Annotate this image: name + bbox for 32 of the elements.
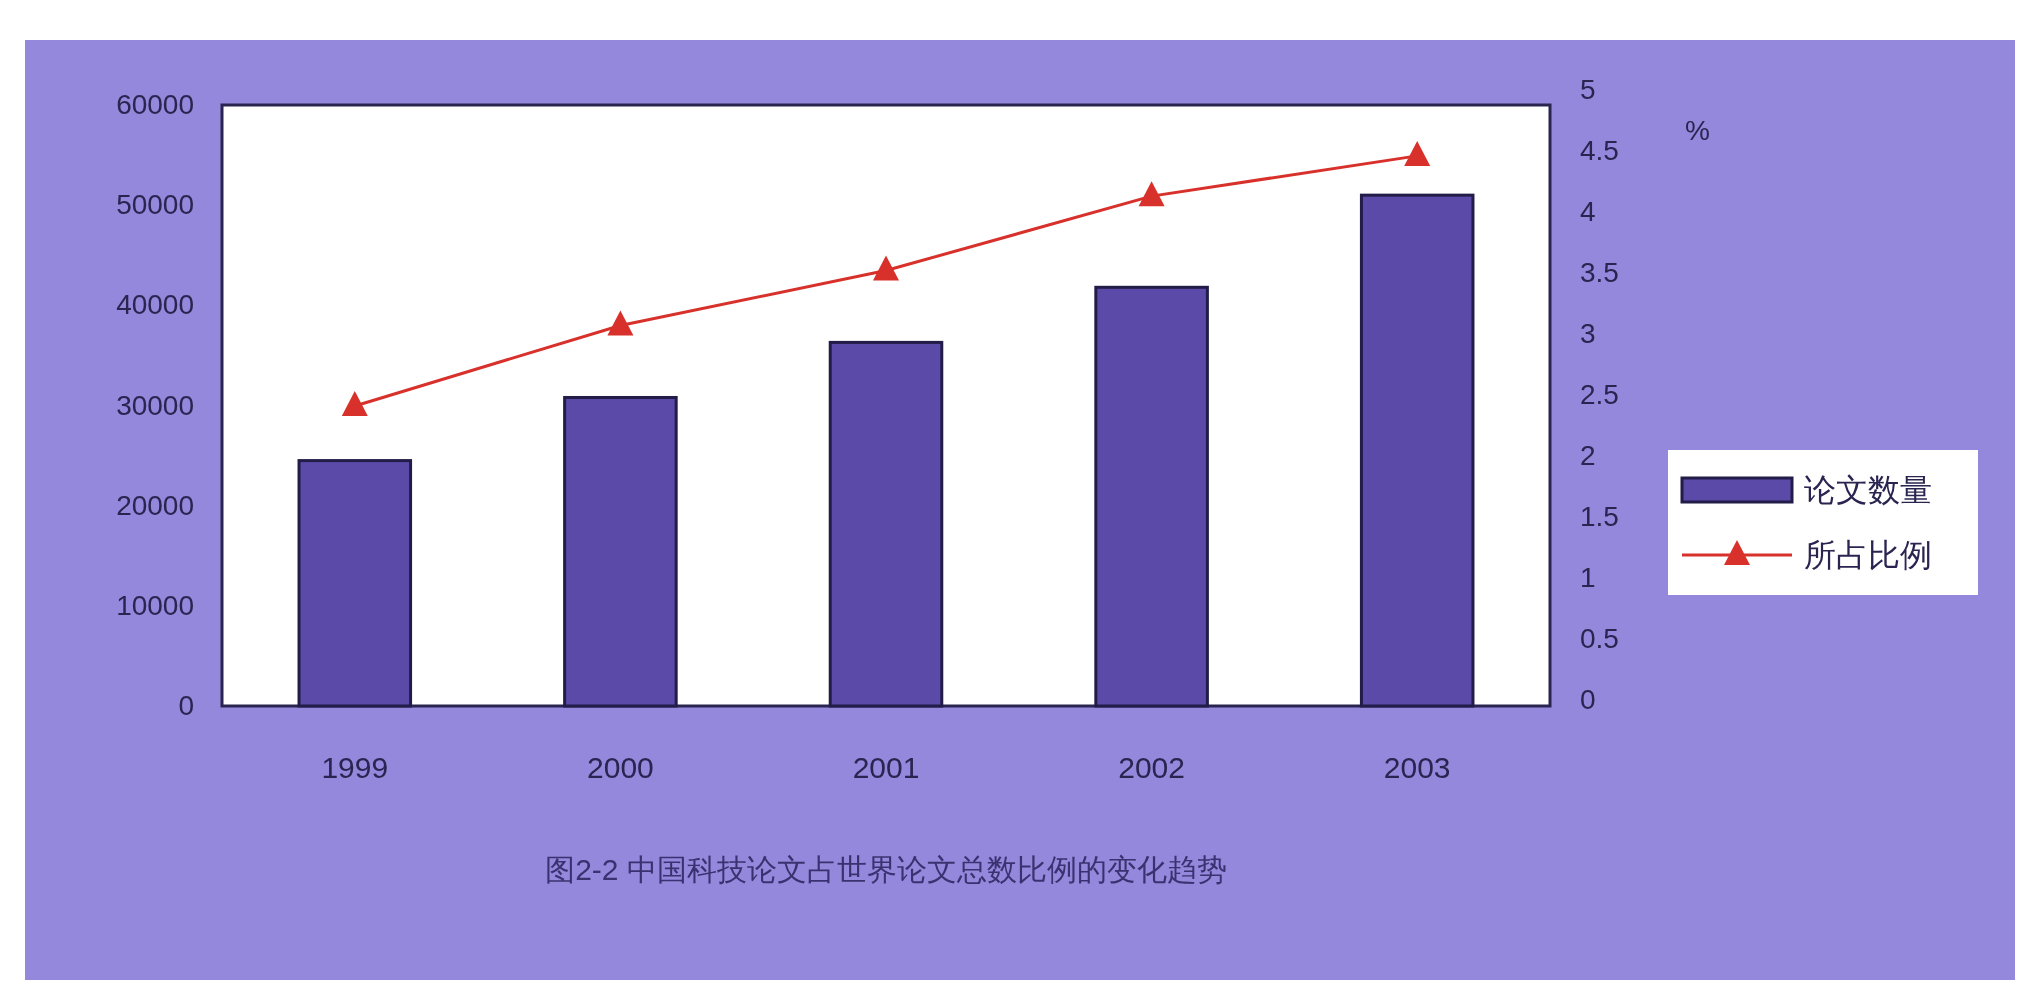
y2-tick-label: 2 [1580,440,1596,471]
y-tick-label: 10000 [116,589,194,621]
x-tick-label: 2003 [1383,751,1451,784]
point [1404,140,1431,166]
x-tick-label: 2002 [1118,751,1185,784]
y-tick-label: 50000 [116,189,194,221]
x-tick-label: 2000 [587,751,654,784]
y2-axis-title: % [1685,115,1710,146]
y-tick-label: 0 [178,690,194,721]
legend-label: 论文数量 [1804,472,1932,508]
point [1138,181,1165,207]
y-tick-label: 30000 [116,389,194,421]
point [873,255,899,281]
y2-tick-label: 1 [1580,562,1596,593]
x-tick-label: 1999 [321,751,389,784]
y2-tick-label: 2.5 [1580,379,1619,410]
point [341,390,368,416]
y2-tick-label: 1.5 [1580,501,1619,532]
y-tick-label: 20000 [116,489,194,521]
caption: 图2-2 中国科技论文占世界论文总数比例的变化趋势 [545,853,1227,886]
y2-tick-label: 3 [1580,318,1596,349]
legend-label: 所占比例 [1804,537,1932,573]
y2-tick-label: 4.5 [1580,135,1619,166]
y2-tick-label: 5 [1580,74,1596,105]
y2-tick-label: 0 [1580,684,1596,715]
y-tick-label: 60000 [116,89,194,120]
y-tick-label: 40000 [116,289,194,321]
y2-tick-label: 3.5 [1580,257,1619,288]
y2-tick-label: 0.5 [1580,623,1619,654]
point [607,310,634,336]
y2-tick-label: 4 [1580,196,1596,227]
x-tick-label: 2001 [852,751,920,784]
